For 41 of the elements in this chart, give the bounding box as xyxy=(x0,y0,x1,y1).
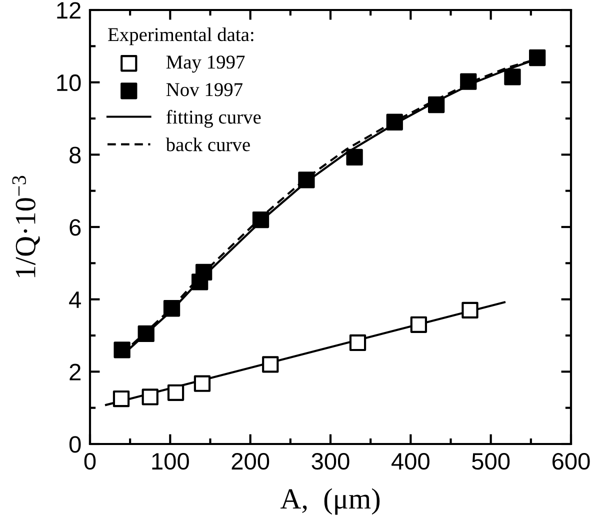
x-tick-label: 200 xyxy=(232,452,270,470)
y-tick-label: 0 xyxy=(69,436,81,453)
x-tick-label: 0 xyxy=(84,452,96,470)
point xyxy=(460,73,477,90)
y-axis-title: 1/Q·10$^{−3}$ xyxy=(12,176,40,278)
point xyxy=(428,96,445,114)
y-tick-label: 10 xyxy=(57,74,81,92)
point xyxy=(349,334,366,352)
point xyxy=(346,148,363,166)
x-tick-label: 600 xyxy=(552,452,590,470)
point xyxy=(298,172,315,188)
point xyxy=(262,356,279,373)
point xyxy=(504,68,521,86)
point xyxy=(167,384,184,401)
point xyxy=(112,390,130,408)
legend-label: back curve xyxy=(166,138,250,152)
point xyxy=(410,316,428,333)
legend-label: fitting curve xyxy=(166,110,261,128)
point xyxy=(194,375,211,392)
x-tick-label: 100 xyxy=(152,452,189,470)
x-tick-label: 400 xyxy=(392,452,430,470)
point xyxy=(252,211,270,228)
point xyxy=(138,325,154,342)
point xyxy=(462,302,478,319)
x-axis-title: A, (μm) xyxy=(280,488,380,515)
legend-title: Experimental data: xyxy=(108,28,254,46)
point xyxy=(196,264,212,281)
y-tick-label: 8 xyxy=(70,146,81,164)
point xyxy=(142,388,158,406)
point xyxy=(114,342,130,358)
x-tick-label: 500 xyxy=(472,452,510,470)
legend-label: Nov 1997 xyxy=(166,83,243,96)
point xyxy=(529,49,546,66)
x-tick-label: 300 xyxy=(312,452,350,470)
y-tick-label: 6 xyxy=(70,219,81,236)
y-tick-label: 12 xyxy=(57,2,80,19)
point xyxy=(386,114,403,130)
y-tick-label: 2 xyxy=(70,364,80,380)
point xyxy=(163,300,180,317)
y-tick-label: 4 xyxy=(69,292,81,308)
legend-label: May 1997 xyxy=(166,56,245,73)
